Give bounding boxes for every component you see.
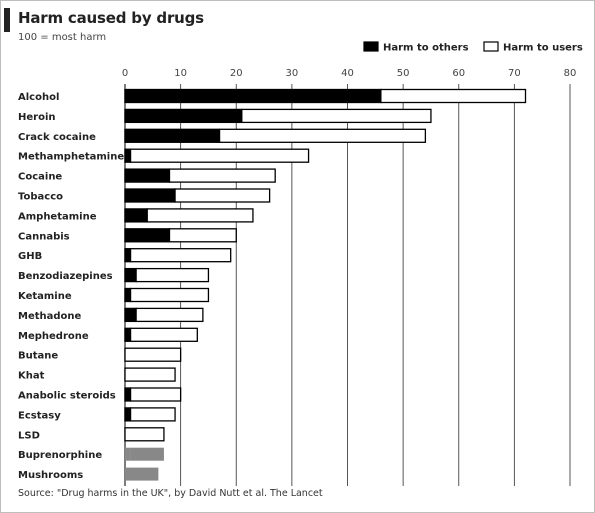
x-tick-label: 20 [230, 68, 243, 79]
bar-benzodiazepines-harm-to-others [124, 267, 137, 283]
bar-ecstasy-harm-to-others [124, 407, 132, 422]
bar-crack-cocaine-harm-to-users [218, 128, 427, 143]
bar-ketamine-harm-to-users [129, 287, 210, 303]
category-label-crack-cocaine: Crack cocaine [18, 132, 96, 143]
legend-label-harm-to-users: Harm to users [503, 43, 583, 54]
x-tick-label: 50 [397, 68, 410, 79]
bar-ghb-harm-to-users [129, 248, 232, 263]
bar-khat-harm-to-users [124, 367, 176, 382]
bar-heroin-harm-to-users [241, 108, 432, 124]
bar-cannabis-harm-to-users [168, 228, 237, 243]
bars [124, 88, 527, 481]
category-label-butane: Butane [18, 351, 58, 362]
category-label-cocaine: Cocaine [18, 172, 62, 183]
bar-benzodiazepines-harm-to-users [135, 267, 210, 283]
bar-methamphetamine-harm-to-others [124, 148, 132, 163]
category-label-lsd: LSD [18, 430, 40, 441]
bar-methadone-harm-to-others [124, 307, 137, 323]
x-axis-ticks: 0 10 20 30 40 50 60 70 80 [122, 68, 577, 79]
x-tick-label: 80 [564, 68, 577, 79]
bar-ghb-harm-to-others [124, 248, 132, 263]
chart-subtitle: 100 = most harm [18, 32, 107, 43]
bar-mephedrone-harm-to-users [129, 327, 198, 342]
category-label-buprenorphine: Buprenorphine [18, 450, 102, 461]
x-tick-label: 30 [286, 68, 299, 79]
bar-cocaine-harm-to-others [124, 168, 171, 183]
category-label-mephedrone: Mephedrone [18, 331, 89, 342]
category-label-benzodiazepines: Benzodiazepines [18, 271, 113, 282]
bar-alcohol-harm-to-others [124, 88, 382, 104]
bar-butane-harm-to-users [124, 347, 182, 362]
category-label-ecstasy: Ecstasy [18, 410, 61, 421]
gridlines [124, 84, 571, 486]
category-label-anabolic-steroids: Anabolic steroids [18, 391, 116, 402]
bar-cannabis-harm-to-others [124, 228, 171, 243]
category-label-cannabis: Cannabis [18, 231, 70, 242]
category-label-ghb: GHB [18, 251, 42, 262]
bar-heroin-harm-to-others [124, 108, 243, 124]
category-label-mushrooms: Mushrooms [18, 470, 83, 481]
bar-mephedrone-harm-to-others [124, 327, 132, 342]
x-tick-label: 70 [508, 68, 521, 79]
bar-crack-cocaine-harm-to-others [124, 128, 221, 143]
category-labels: Alcohol Heroin Crack cocaine Methamphetamin… [18, 92, 124, 481]
category-label-amphetamine: Amphetamine [18, 211, 97, 222]
x-tick-label: 10 [174, 68, 187, 79]
legend-swatch-harm-to-others [363, 41, 379, 52]
x-tick-label: 0 [122, 68, 128, 79]
category-label-methadone: Methadone [18, 311, 82, 322]
bar-ketamine-harm-to-others [124, 287, 132, 303]
legend-swatch-harm-to-users [483, 41, 499, 52]
bar-cocaine-harm-to-users [168, 168, 276, 183]
category-label-methamphetamine: Methamphetamine [18, 152, 124, 163]
category-label-tobacco: Tobacco [18, 192, 63, 203]
bar-amphetamine-harm-to-others [124, 208, 148, 223]
bar-amphetamine-harm-to-users [146, 208, 254, 223]
bar-anabolic-steroids-harm-to-users [129, 387, 182, 402]
bar-methamphetamine-harm-to-users [129, 148, 310, 163]
category-label-ketamine: Ketamine [18, 291, 72, 302]
bar-tobacco-harm-to-others [124, 188, 176, 203]
bar-mushrooms-harm-to-users [125, 467, 159, 481]
category-label-khat: Khat [18, 371, 45, 382]
x-tick-label: 60 [452, 68, 465, 79]
x-tick-label: 40 [341, 68, 354, 79]
bar-methadone-harm-to-users [135, 307, 204, 323]
category-label-heroin: Heroin [18, 112, 56, 123]
bar-buprenorphine-harm-to-others [125, 447, 131, 461]
bar-buprenorphine-harm-to-users [130, 447, 164, 461]
title-accent-bar [4, 8, 10, 32]
bar-anabolic-steroids-harm-to-others [124, 387, 132, 402]
category-label-alcohol: Alcohol [18, 92, 59, 103]
bar-ecstasy-harm-to-users [129, 407, 176, 422]
bar-lsd-harm-to-users [124, 427, 165, 442]
bar-tobacco-harm-to-users [174, 188, 271, 203]
bar-alcohol-harm-to-users [380, 88, 527, 104]
legend: Harm to others Harm to users [363, 41, 583, 54]
source-note: Source: "Drug harms in the UK", by David… [18, 488, 323, 499]
legend-label-harm-to-others: Harm to others [383, 43, 469, 54]
chart-title: Harm caused by drugs [18, 9, 204, 27]
